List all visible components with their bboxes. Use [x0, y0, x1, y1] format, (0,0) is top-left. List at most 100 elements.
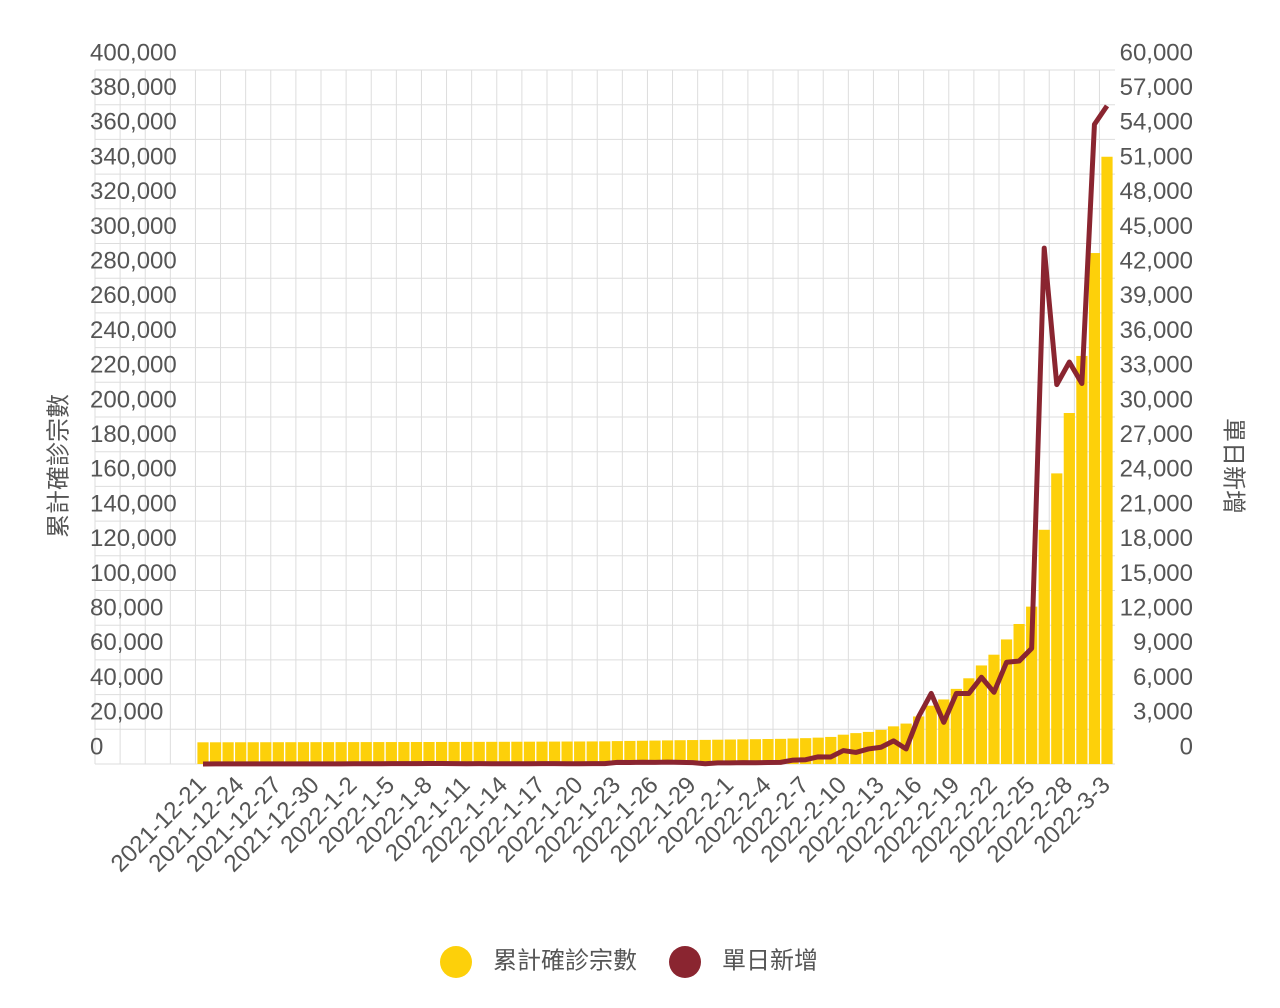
bar	[1101, 156, 1113, 764]
y2-tick-label: 57,000	[1120, 74, 1193, 101]
y2-tick-label: 36,000	[1120, 317, 1193, 344]
y2-tick-label: 3,000	[1133, 699, 1193, 726]
bar	[461, 741, 473, 764]
y-axis-title: 累計確診宗數	[45, 394, 72, 538]
y2-tick-label: 24,000	[1120, 456, 1193, 483]
y2-tick-label: 30,000	[1120, 386, 1193, 413]
bar	[285, 742, 297, 764]
grid	[94, 69, 1115, 765]
bar	[235, 742, 247, 764]
y2-tick-label: 48,000	[1120, 178, 1193, 205]
y-tick-label: 240,000	[90, 317, 177, 344]
y-tick-label: 80,000	[90, 595, 163, 622]
bar	[762, 739, 774, 764]
bar	[322, 742, 335, 764]
y-tick-label: 220,000	[90, 352, 177, 379]
bar	[1038, 529, 1050, 764]
bar	[209, 742, 222, 764]
y-tick-label: 40,000	[90, 664, 163, 691]
bar	[574, 741, 586, 764]
bar	[1026, 606, 1038, 764]
bar	[649, 740, 661, 764]
bar	[448, 741, 460, 764]
y-tick-label: 100,000	[90, 560, 177, 587]
bar	[737, 739, 749, 764]
bar	[423, 742, 435, 764]
bar	[774, 738, 787, 764]
y2-tick-label: 39,000	[1120, 282, 1193, 309]
bar	[812, 737, 824, 764]
bar	[360, 742, 372, 764]
bar	[272, 742, 284, 764]
line	[202, 104, 1110, 767]
bar	[975, 665, 988, 764]
bar	[222, 742, 234, 764]
bar	[913, 716, 925, 764]
bar	[335, 742, 347, 764]
bar	[511, 741, 523, 764]
y2-tick-label: 60,000	[1120, 39, 1193, 66]
y2-tick-label: 9,000	[1133, 629, 1193, 656]
bar	[887, 726, 900, 764]
bar	[938, 699, 950, 764]
y-tick-label: 0	[90, 733, 103, 760]
bar	[800, 738, 812, 764]
y2-tick-label: 18,000	[1120, 525, 1193, 552]
bar	[787, 738, 799, 764]
bar	[599, 741, 611, 764]
y-tick-label: 180,000	[90, 421, 177, 448]
bar	[1051, 473, 1063, 764]
y2-tick-label: 6,000	[1133, 664, 1193, 691]
bar	[699, 739, 711, 764]
bar	[661, 740, 674, 764]
legend-marker	[669, 946, 701, 978]
bar	[749, 739, 762, 764]
y2-tick-label: 12,000	[1120, 595, 1193, 622]
y2-tick-label: 0	[1180, 733, 1193, 760]
bar	[586, 741, 598, 764]
bar	[297, 742, 310, 764]
y2-tick-label: 21,000	[1120, 490, 1193, 517]
y2-tick-label: 33,000	[1120, 352, 1193, 379]
bar	[348, 742, 360, 764]
y-tick-label: 260,000	[90, 282, 177, 309]
bar	[260, 742, 272, 764]
bar	[1063, 413, 1075, 764]
bar	[963, 678, 975, 764]
legend-marker	[440, 946, 472, 978]
bar	[925, 705, 937, 764]
y2-tick-label: 27,000	[1120, 421, 1193, 448]
y2-axis-title: 單日新增	[1220, 418, 1247, 514]
y-tick-label: 140,000	[90, 490, 177, 517]
y2-tick-label: 45,000	[1120, 213, 1193, 240]
bar	[712, 739, 724, 764]
y-tick-label: 120,000	[90, 525, 177, 552]
bar	[724, 739, 736, 764]
y-tick-label: 380,000	[90, 74, 177, 101]
y-tick-label: 200,000	[90, 386, 177, 413]
legend-label: 單日新增	[722, 947, 818, 974]
bar	[988, 654, 1000, 764]
bar	[850, 733, 862, 764]
bar	[1076, 355, 1088, 764]
y2-tick-label: 54,000	[1120, 109, 1193, 136]
bar	[1088, 253, 1101, 765]
bar	[247, 742, 259, 764]
bar	[498, 741, 510, 764]
y-tick-label: 280,000	[90, 248, 177, 275]
y-tick-label: 20,000	[90, 699, 163, 726]
y-tick-label: 400,000	[90, 39, 177, 66]
y-tick-label: 60,000	[90, 629, 163, 656]
bar	[473, 741, 485, 764]
y-tick-label: 320,000	[90, 178, 177, 205]
bar	[548, 741, 561, 764]
bar	[687, 740, 699, 764]
y-tick-label: 160,000	[90, 456, 177, 483]
y2-tick-label: 51,000	[1120, 143, 1193, 170]
bar	[486, 741, 498, 764]
y-tick-label: 300,000	[90, 213, 177, 240]
bar	[310, 742, 322, 764]
legend-label: 累計確診宗數	[493, 947, 637, 974]
bar	[624, 740, 636, 764]
